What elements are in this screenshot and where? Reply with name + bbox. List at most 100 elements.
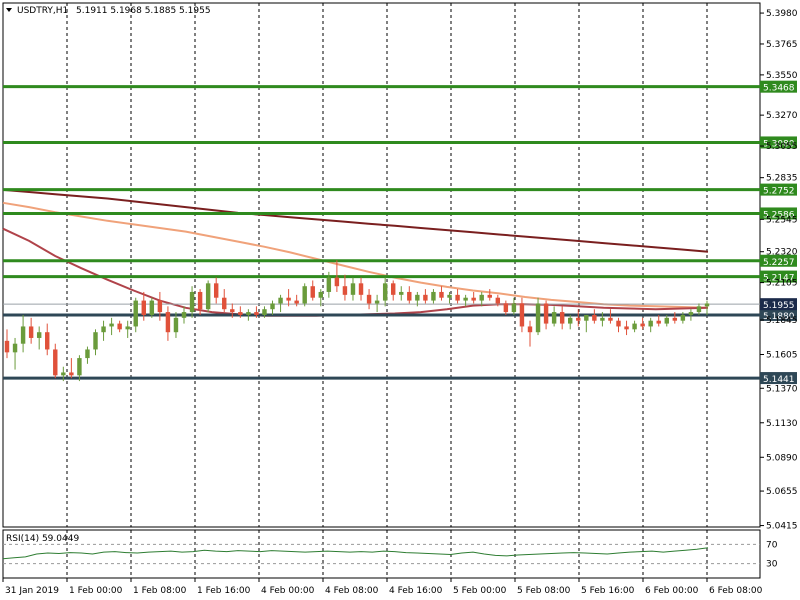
candle-body [45, 332, 50, 350]
candle-body [157, 300, 163, 313]
candle-body [93, 332, 98, 350]
y-tick-label: 5.2835 [766, 174, 798, 184]
level-price-tag [760, 308, 797, 321]
candle-body [608, 317, 613, 321]
candle-body [624, 326, 629, 330]
candle-body [101, 326, 106, 333]
candle-body [390, 283, 396, 295]
x-tick-label: 1 Feb 00:00 [69, 586, 123, 596]
candle-body [181, 312, 187, 318]
y-tick-label: 5.3055 [766, 142, 798, 152]
x-tick-label: 4 Feb 16:00 [389, 586, 443, 596]
candle-body [165, 312, 171, 333]
candle-body [334, 277, 340, 287]
candle-body [141, 300, 146, 315]
y-tick-label: 5.3765 [766, 40, 798, 50]
candle-body [640, 323, 645, 327]
candle-body [278, 297, 283, 304]
candle-body [664, 317, 669, 324]
x-tick-label: 5 Feb 00:00 [453, 586, 507, 596]
x-tick-label: 6 Feb 00:00 [645, 586, 699, 596]
level-price-label: 5.3080 [763, 139, 795, 149]
rsi-panel: 70 30 [2, 540, 778, 570]
candle-body [197, 291, 203, 310]
candle-body [672, 317, 678, 321]
rsi-plot-frame [2, 529, 761, 579]
candle-body [551, 312, 557, 324]
candle-body [358, 283, 364, 295]
current-price-tag [760, 298, 797, 311]
rsi-header: RSI(14) 59.0449 [6, 534, 79, 544]
ma-slow-line [2, 188, 709, 253]
candle-body [568, 317, 573, 324]
candle-body [125, 326, 130, 330]
candle-body [318, 291, 324, 298]
candle-body [302, 286, 307, 304]
candle-body [342, 286, 348, 295]
candle-body [688, 312, 694, 315]
horizontal-levels[interactable]: 5.3468 5.3080 5.2752 5.2586 5.2257 5.2147 5.18… [3, 80, 797, 385]
candle-body [527, 326, 533, 333]
y-tick-label: 5.0890 [766, 453, 798, 463]
candle-body [632, 323, 637, 330]
candle-body [704, 303, 710, 307]
y-tick-label: 5.1845 [766, 316, 798, 326]
candle-body [439, 291, 444, 298]
main-plot-frame [2, 2, 761, 528]
x-tick-label: 4 Feb 08:00 [325, 586, 379, 596]
level-price-tag [760, 136, 797, 149]
candle-body [149, 300, 155, 315]
grid [2, 2, 761, 579]
y-tick-label: 5.1605 [766, 350, 798, 360]
candle-body [471, 297, 476, 301]
ma-mid-line [2, 201, 709, 309]
level-price-tag [760, 80, 797, 93]
x-tick-label: 31 Jan 2019 [5, 586, 59, 596]
candle-body [447, 294, 452, 298]
candle-body [213, 283, 219, 298]
candle-body [559, 312, 565, 324]
candle-body [286, 297, 291, 301]
candle-body [230, 309, 235, 313]
rsi-level-label: 70 [766, 540, 778, 550]
candle-body [463, 297, 468, 301]
y-tick-label: 5.0415 [766, 522, 798, 532]
candle-body [350, 283, 356, 295]
level-price-label: 5.2147 [763, 274, 795, 284]
level-price-label: 5.1441 [763, 375, 795, 385]
ma-fast-line [2, 227, 709, 317]
candle-body [543, 303, 549, 324]
y-tick-label: 5.3270 [766, 111, 798, 121]
candle-body [117, 323, 122, 330]
candle-body [592, 314, 597, 321]
time-axis: 31 Jan 2019 1 Feb 00:00 1 Feb 08:00 1 Feb 1… [2, 578, 763, 596]
candle-body [696, 306, 702, 313]
y-tick-label: 5.0655 [766, 487, 798, 497]
y-tick-label: 5.1130 [766, 419, 798, 429]
y-tick-label: 5.2320 [766, 248, 798, 258]
candle-body [205, 283, 211, 310]
candle-body [238, 312, 243, 315]
candle-body [254, 312, 259, 315]
candle-body [12, 343, 18, 353]
candle-body [382, 283, 388, 301]
rsi-level-label: 30 [766, 560, 778, 570]
candle-body [455, 294, 460, 301]
level-price-label: 5.1880 [763, 312, 795, 322]
x-tick-label: 5 Feb 08:00 [517, 586, 571, 596]
level-price-tag [760, 270, 797, 283]
symbol-label: USDTRY,H1 [17, 6, 68, 16]
triangle-down-icon[interactable] [6, 8, 12, 12]
level-price-tag [760, 254, 797, 267]
candle-body [600, 317, 605, 321]
candle-body [310, 286, 315, 298]
candle-body [222, 297, 227, 310]
candle-body [28, 326, 34, 338]
candles [4, 260, 710, 382]
candle-body [294, 300, 299, 304]
candle-body [479, 294, 484, 301]
candle-body [423, 294, 428, 301]
candle-body [262, 309, 267, 315]
candle-body [326, 277, 332, 292]
